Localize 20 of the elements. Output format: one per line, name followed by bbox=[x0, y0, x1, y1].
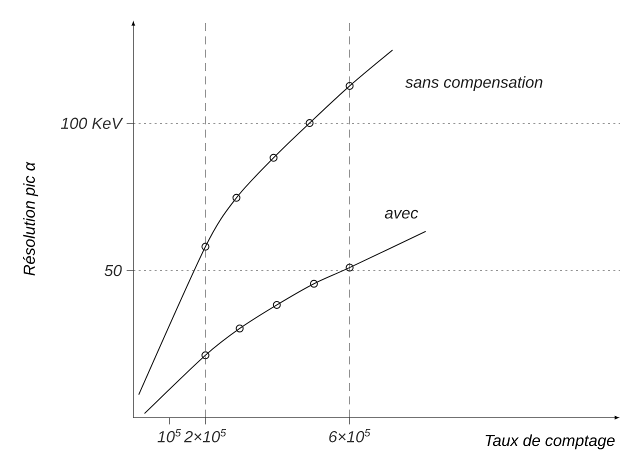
point bbox=[306, 119, 314, 128]
series-label: avec bbox=[384, 210, 418, 219]
y-tick-label: 100 KeV bbox=[60, 118, 124, 129]
point bbox=[346, 264, 354, 272]
x-tick-label: 10$^{5}$ bbox=[158, 429, 181, 442]
point bbox=[346, 82, 354, 90]
point bbox=[201, 242, 210, 251]
point bbox=[236, 324, 244, 332]
x-axis-title: Taux de comptage bbox=[486, 434, 615, 450]
point bbox=[310, 280, 318, 288]
y-axis-title: Résolution pic α bbox=[22, 162, 38, 276]
line-series bbox=[144, 230, 426, 414]
point bbox=[232, 194, 240, 202]
series-label: sans compensation bbox=[405, 76, 542, 92]
point bbox=[272, 300, 281, 309]
x-tick-label: 2×10$^{5}$ bbox=[184, 429, 226, 442]
point bbox=[270, 154, 278, 162]
x-tick-label: 6×10$^{5}$ bbox=[329, 429, 370, 442]
y-tick-label: 50 bbox=[104, 264, 122, 276]
point bbox=[201, 351, 210, 360]
